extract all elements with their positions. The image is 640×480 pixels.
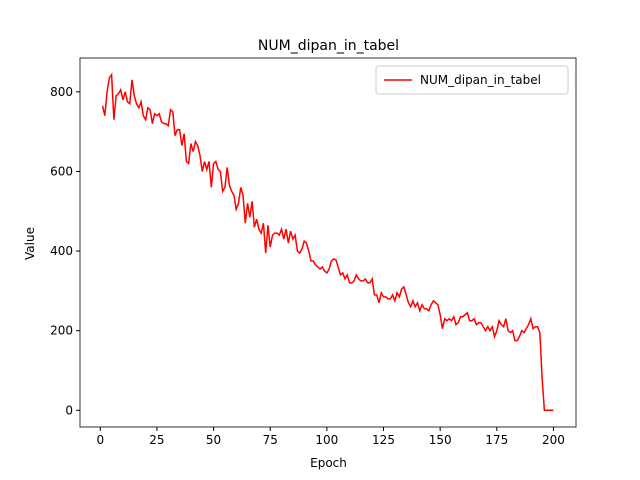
y-tick-label: 800	[50, 85, 73, 99]
x-tick-label: 200	[542, 433, 565, 447]
x-tick-label: 75	[263, 433, 278, 447]
y-tick-label: 200	[50, 324, 73, 338]
x-tick-label: 150	[429, 433, 452, 447]
y-tick-label: 400	[50, 244, 73, 258]
x-tick-label: 100	[315, 433, 338, 447]
x-tick-label: 175	[485, 433, 508, 447]
x-axis-label: Epoch	[310, 456, 347, 470]
y-tick-label: 600	[50, 164, 73, 178]
y-axis-label: Value	[23, 227, 37, 260]
x-tick-label: 0	[96, 433, 104, 447]
data-line	[101, 72, 554, 412]
chart-title: NUM_dipan_in_tabel	[258, 38, 399, 54]
x-tick-label: 125	[372, 433, 395, 447]
x-tick-label: 50	[206, 433, 221, 447]
legend-box	[375, 65, 569, 95]
y-tick-label: 0	[65, 403, 73, 417]
legend-label: NUM_dipan_in_tabel	[420, 73, 541, 87]
plot-frame	[79, 57, 577, 428]
x-tick-label: 25	[149, 433, 164, 447]
